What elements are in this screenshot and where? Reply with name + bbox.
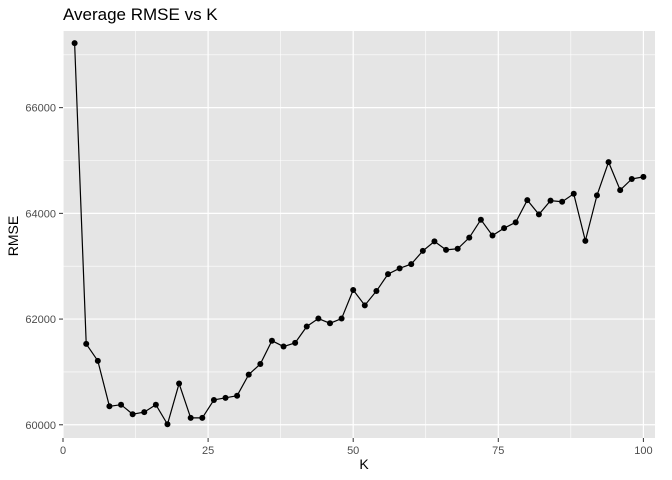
data-point (582, 237, 589, 244)
data-point (373, 288, 380, 295)
data-point (396, 265, 403, 272)
data-point (338, 315, 345, 322)
data-point (489, 232, 496, 239)
rmse-series (71, 40, 647, 428)
chart-title: Average RMSE vs K (63, 5, 218, 24)
data-point (570, 190, 577, 197)
data-point (268, 337, 275, 344)
data-point (210, 396, 217, 403)
grid-lines (62, 31, 655, 438)
data-point (83, 340, 90, 347)
data-point (257, 361, 264, 367)
data-point (617, 187, 624, 194)
data-point (199, 414, 206, 421)
x-tick-label: 25 (202, 445, 214, 457)
y-tick-label: 60000 (25, 420, 56, 432)
x-tick-label: 100 (634, 445, 652, 457)
data-point (164, 421, 171, 428)
x-tick-label: 50 (347, 445, 359, 457)
x-axis-label: K (359, 456, 369, 472)
data-point (361, 302, 368, 309)
data-point (129, 411, 136, 418)
y-axis-label: RMSE (5, 216, 21, 256)
data-point (222, 394, 229, 401)
data-point (628, 176, 635, 182)
data-point (152, 401, 159, 408)
data-point (535, 211, 542, 218)
data-point (512, 219, 519, 226)
data-point (106, 403, 113, 410)
data-point (187, 414, 194, 421)
data-point (280, 343, 287, 350)
data-point (547, 197, 554, 204)
data-point (501, 225, 508, 232)
data-point (71, 40, 78, 47)
axes: 0 25 50 75 100 60000 62000 64000 66000 (25, 103, 652, 457)
data-point (443, 246, 450, 253)
data-point (303, 323, 310, 330)
data-point (524, 197, 531, 204)
x-tick-label: 75 (492, 445, 504, 457)
data-point (559, 198, 566, 205)
data-point (408, 261, 415, 268)
data-point (326, 320, 333, 327)
data-point (234, 392, 241, 399)
x-tick-label: 0 (60, 445, 66, 457)
data-point (385, 271, 392, 278)
data-point (419, 247, 426, 254)
plot-panel (63, 31, 655, 438)
y-tick-label: 64000 (25, 208, 56, 220)
y-tick-label: 66000 (25, 103, 56, 115)
data-point (605, 159, 612, 166)
data-point (94, 357, 101, 364)
data-point (292, 339, 299, 346)
data-point (118, 401, 125, 408)
data-point (477, 216, 484, 223)
data-point (640, 173, 647, 180)
data-point (350, 287, 357, 293)
data-point (176, 380, 183, 387)
data-point (593, 192, 600, 199)
data-point (431, 238, 438, 245)
data-point (466, 234, 473, 241)
data-point (315, 315, 322, 322)
y-tick-label: 62000 (25, 314, 56, 326)
data-point (245, 371, 252, 378)
data-point (454, 245, 461, 252)
data-point (141, 409, 148, 416)
